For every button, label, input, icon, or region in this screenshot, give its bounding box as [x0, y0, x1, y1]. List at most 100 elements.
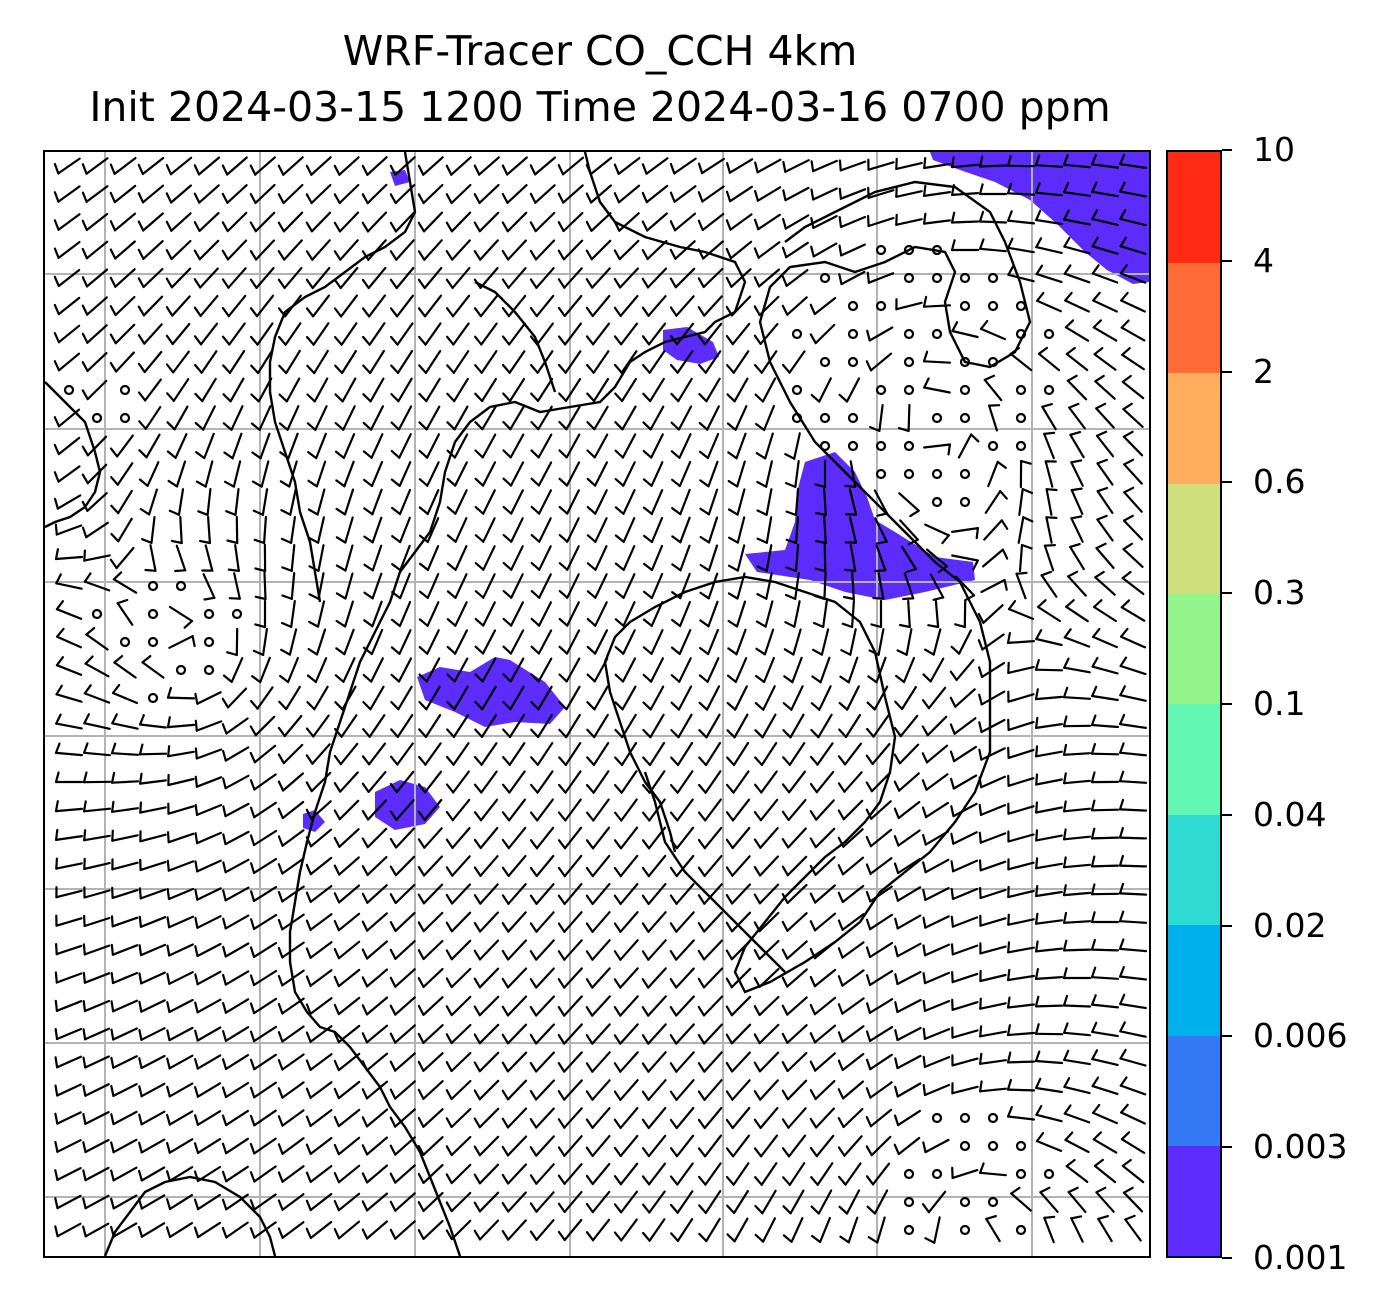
wind-barb: [166, 831, 195, 844]
wind-barb: [1095, 402, 1115, 429]
wind-barb: [417, 1080, 444, 1100]
wind-barb: [865, 1162, 891, 1186]
calm-wind-circle: [875, 440, 887, 452]
wind-barb: [445, 1163, 472, 1185]
wind-barb: [110, 800, 140, 813]
colorbar-segment: [1168, 1035, 1220, 1147]
wind-barb: [781, 996, 808, 1016]
wind-barb: [417, 883, 444, 905]
wind-barb: [305, 1025, 333, 1043]
wind-barb: [193, 295, 219, 317]
wind-barb: [894, 942, 922, 958]
wind-barb: [1120, 291, 1146, 313]
wind-barb: [361, 239, 387, 261]
wind-barb: [418, 573, 440, 599]
wind-barb: [725, 268, 752, 288]
wind-barb: [558, 489, 580, 515]
wind-barb: [363, 544, 383, 572]
wind-barb: [307, 432, 327, 460]
wind-barb: [781, 1024, 808, 1044]
wind-barb: [865, 885, 893, 903]
colorbar-segment: [1168, 372, 1220, 484]
wind-barb: [867, 656, 887, 684]
wind-barb: [473, 1135, 500, 1157]
colorbar-tick-label: 2: [1253, 351, 1274, 391]
wind-barb: [669, 911, 695, 933]
wind-barb: [1122, 514, 1144, 541]
wind-barb: [641, 1106, 667, 1130]
wind-barb: [586, 657, 609, 683]
wind-barb: [585, 184, 613, 204]
wind-barb: [390, 377, 413, 403]
wind-barb: [921, 744, 949, 764]
wind-barb: [137, 1166, 166, 1182]
wind-barb: [1065, 346, 1089, 372]
wind-barb: [810, 377, 832, 403]
wind-barb: [227, 544, 240, 572]
wind-barb: [921, 773, 949, 791]
wind-barb: [669, 798, 694, 822]
wind-barb: [921, 715, 948, 737]
wind-barb: [669, 995, 695, 1017]
wind-barb: [781, 241, 809, 259]
wind-barb: [978, 859, 1007, 872]
wind-barb: [55, 684, 83, 703]
wind-barb: [781, 350, 806, 374]
wind-barb: [1009, 346, 1033, 372]
wind-barb: [417, 967, 444, 989]
wind-barb: [529, 184, 556, 204]
wind-barb: [698, 713, 721, 739]
wind-barb: [81, 521, 109, 539]
wind-barb: [784, 600, 801, 628]
wind-barb: [754, 1162, 778, 1186]
wind-barb: [501, 211, 528, 233]
wind-barb: [613, 1106, 639, 1130]
wind-barb: [305, 856, 333, 876]
wind-barb: [1007, 746, 1035, 760]
wind-barb: [193, 322, 219, 346]
wind-barb: [698, 432, 720, 460]
wind-barb: [165, 1193, 194, 1211]
wind-barb: [725, 911, 752, 933]
wind-barb: [473, 883, 499, 905]
wind-barb: [222, 970, 250, 986]
wind-barb: [1062, 939, 1092, 952]
colorbar-tick-label: 0.1: [1253, 684, 1306, 723]
wind-barb: [979, 969, 1007, 983]
wind-barb: [726, 713, 749, 739]
wind-barb: [110, 971, 139, 985]
wind-barb: [83, 684, 111, 704]
wind-barb: [109, 434, 134, 458]
wind-barb: [418, 377, 441, 403]
map-panel[interactable]: [43, 150, 1151, 1258]
wind-barb: [54, 548, 84, 561]
wind-barb: [137, 267, 164, 289]
wind-barb: [417, 798, 443, 822]
colorbar-tick-label: 0.3: [1253, 573, 1306, 613]
wind-barb: [389, 211, 416, 233]
wind-barb: [55, 857, 83, 870]
wind-barb: [1007, 830, 1035, 843]
wind-barb: [585, 267, 611, 289]
wind-barb: [502, 350, 526, 374]
wind-barb: [445, 826, 471, 850]
wind-barb: [814, 459, 827, 489]
wind-barb: [809, 742, 834, 766]
wind-barb: [529, 1163, 555, 1185]
wind-barb: [753, 1106, 779, 1130]
wind-barb: [390, 600, 412, 628]
wind-barb: [809, 1107, 836, 1129]
wind-barb: [1063, 657, 1091, 674]
wind-barb: [669, 350, 694, 374]
wind-barb: [445, 1135, 472, 1157]
wind-barb: [921, 801, 950, 819]
tracer-plume-southwest: [375, 780, 440, 830]
calm-wind-circle: [903, 468, 915, 480]
wind-barb: [474, 573, 496, 599]
wind-barb: [501, 798, 526, 822]
wind-barb: [1036, 599, 1062, 623]
wind-barb: [54, 523, 83, 536]
wind-barb: [697, 1051, 723, 1073]
wind-barb: [838, 215, 867, 229]
calm-wind-circle: [1015, 1224, 1027, 1236]
